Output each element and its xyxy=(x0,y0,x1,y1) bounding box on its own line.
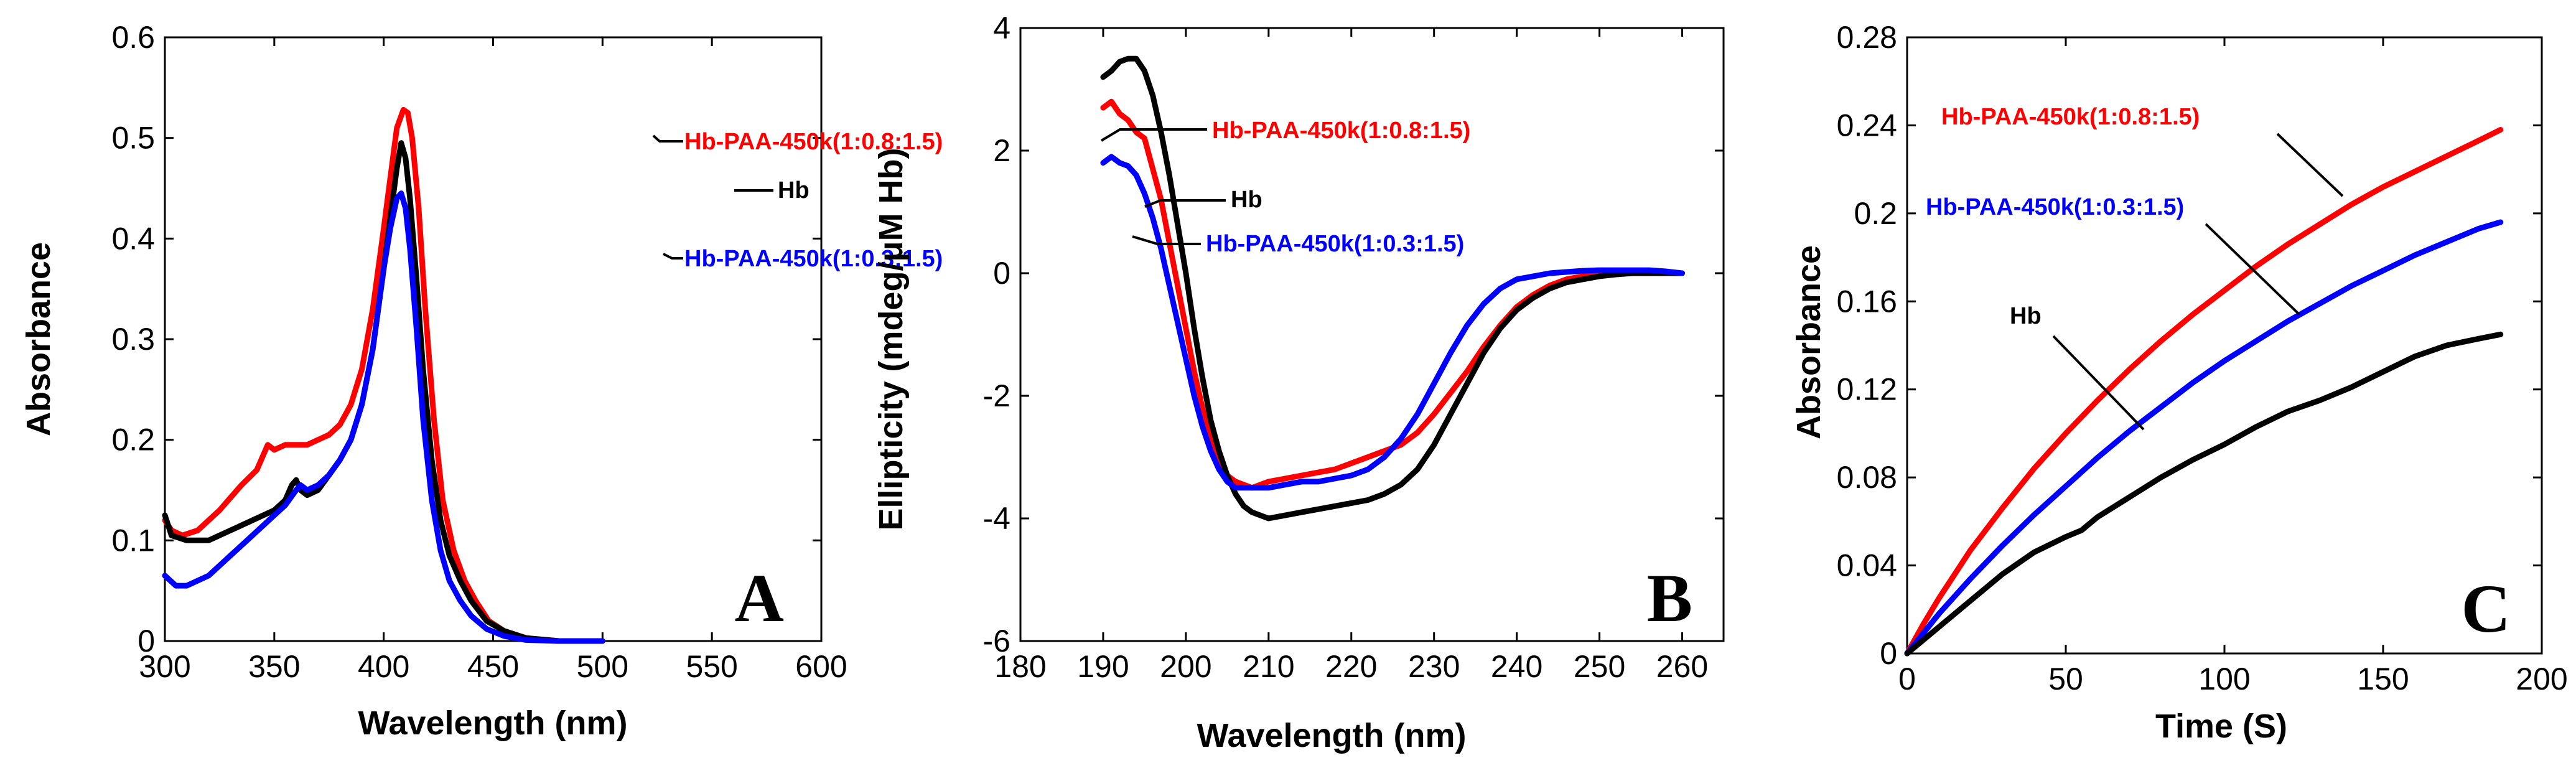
panel-a-letter: A xyxy=(735,560,784,636)
panel-c-ytick-label: 0 xyxy=(1880,636,1897,671)
panel-b-series-blue xyxy=(1100,154,1685,491)
panel-b-frame xyxy=(1019,27,1725,642)
panel-b-series-red xyxy=(1100,98,1685,491)
panel-a-xtick-label: 500 xyxy=(577,649,628,684)
panel-a-xtick-label: 400 xyxy=(358,649,409,684)
panel-b-leader-black xyxy=(1144,199,1226,208)
panel-a-xtick-label: 550 xyxy=(686,649,737,684)
panel-b-ytick-label: -6 xyxy=(983,624,1010,658)
panel-b-legend-red: Hb-PAA-450k(1:0.8:1.5) xyxy=(1212,118,1470,144)
panel-b-ytick-label: 0 xyxy=(993,256,1010,291)
panel-b: 180 190 200 210 220 230 240 250 260 -6 -4 -2 0 2 4 Wav… xyxy=(872,11,1725,754)
panel-a-series-red xyxy=(162,106,605,644)
panel-a-ytick-label: 0.3 xyxy=(111,322,155,357)
panel-b-xtick-label: 240 xyxy=(1491,649,1542,684)
panel-a-ytick-label: 0 xyxy=(138,624,155,658)
panel-a-ytick-label: 0.2 xyxy=(111,423,155,457)
panel-c-series xyxy=(1904,127,2504,657)
panel-b-ytick-label: -4 xyxy=(983,501,1010,536)
panel-a-ytick-label: 0.6 xyxy=(111,20,155,55)
panel-b-ytick-label: 2 xyxy=(993,133,1010,168)
panel-b-leader-red xyxy=(1100,128,1207,142)
panel-c-leader-black xyxy=(2052,335,2145,431)
panel-a-xtick-label: 350 xyxy=(248,649,300,684)
panel-c-series-black xyxy=(1904,331,2504,657)
panel-c-xtick-label: 50 xyxy=(2048,662,2083,696)
panel-a-series xyxy=(162,106,605,644)
panel-a-xtick-label: 600 xyxy=(795,649,847,684)
panel-b-xtick-label: 200 xyxy=(1160,649,1211,684)
panel-c-series-red xyxy=(1904,127,2504,657)
panel-a-xtick-label: 300 xyxy=(139,649,190,684)
panel-a-series-blue xyxy=(162,190,605,644)
panel-a-leader-blue xyxy=(663,253,683,260)
panel-b-xtick-label: 230 xyxy=(1408,649,1460,684)
panel-c-xtick-label: 200 xyxy=(2516,662,2567,696)
panel-c: 0 50 100 150 200 0 0.04 0.08 0.12 0.16 0.2 0.24 0.28… xyxy=(1790,20,2568,745)
panel-c-letter: C xyxy=(2462,571,2511,647)
panel-c-leader-blue xyxy=(2205,223,2300,316)
panel-c-ylabel: Absorbance xyxy=(1790,245,1827,439)
panel-b-ticks: 180 190 200 210 220 230 240 250 260 -6 -4 -2 0 2 4 xyxy=(983,11,1724,684)
panel-b-legend-blue: Hb-PAA-450k(1:0.3:1.5) xyxy=(1206,231,1464,257)
panel-c-ytick-label: 0.08 xyxy=(1837,460,1897,495)
panel-c-ytick-label: 0.04 xyxy=(1837,548,1897,583)
panel-a-ytick-label: 0.1 xyxy=(111,523,155,558)
panel-b-series-black xyxy=(1100,55,1685,522)
panel-b-ytick-label: 4 xyxy=(993,11,1010,45)
panel-c-xlabel: Time (S) xyxy=(2155,708,2287,745)
panel-a-ytick-label: 0.4 xyxy=(111,221,155,256)
panel-b-letter: B xyxy=(1647,560,1692,636)
panel-b-xtick-label: 220 xyxy=(1325,649,1377,684)
panel-c-ytick-label: 0.16 xyxy=(1837,284,1897,319)
panel-b-xlabel: Wavelength (nm) xyxy=(1197,717,1466,754)
panel-a-legend-red: Hb-PAA-450k(1:0.8:1.5) xyxy=(684,129,943,155)
panel-b-xtick-label: 180 xyxy=(994,649,1046,684)
panel-b-xtick-label: 250 xyxy=(1574,649,1625,684)
panel-c-legend-blue: Hb-PAA-450k(1:0.3:1.5) xyxy=(1926,194,2184,220)
panel-c-xtick-label: 100 xyxy=(2198,662,2250,696)
panel-c-ytick-label: 0.2 xyxy=(1854,196,1897,231)
panel-c-ytick-label: 0.24 xyxy=(1837,108,1897,143)
panel-c-ytick-label: 0.28 xyxy=(1837,20,1897,55)
panel-c-legend-black: Hb xyxy=(2010,303,2042,329)
panel-a-xlabel: Wavelength (nm) xyxy=(358,704,627,742)
panel-a-frame xyxy=(164,36,823,642)
panel-b-xtick-label: 190 xyxy=(1077,649,1129,684)
panel-a-legend-black: Hb xyxy=(778,177,810,204)
panel-a-xtick-label: 450 xyxy=(467,649,519,684)
panel-b-ylabel: Ellipticity (mdeg/μM Hb) xyxy=(872,147,910,530)
panel-b-leader-blue xyxy=(1132,235,1201,245)
panel-c-leader-red xyxy=(2276,133,2344,197)
panel-c-xtick-label: 0 xyxy=(1898,662,1916,696)
panel-a-leader-red xyxy=(652,134,683,143)
panel-c-legend-red: Hb-PAA-450k(1:0.8:1.5) xyxy=(1941,104,2200,130)
panel-a: 300 350 400 450 500 550 600 0 0.1 0.2 0.3 0.4 0.5 0.6… xyxy=(20,20,943,742)
panel-a-legend-blue: Hb-PAA-450k(1:0.3:1.5) xyxy=(684,246,943,272)
panel-c-series-blue xyxy=(1904,219,2504,657)
panel-c-ticks: 0 50 100 150 200 0 0.04 0.08 0.12 0.16 0.2 0.24 0.28 xyxy=(1837,20,2568,696)
panel-b-xtick-label: 210 xyxy=(1243,649,1294,684)
panel-b-series xyxy=(1100,55,1685,522)
panel-b-ytick-label: -2 xyxy=(983,378,1010,413)
panel-b-legend-black: Hb xyxy=(1231,187,1262,213)
panel-c-xtick-label: 150 xyxy=(2357,662,2409,696)
panel-a-ytick-label: 0.5 xyxy=(111,121,155,156)
panel-c-ytick-label: 0.12 xyxy=(1837,372,1897,407)
panel-a-ylabel: Absorbance xyxy=(20,242,57,436)
panel-a-ticks: 300 350 400 450 500 550 600 0 0.1 0.2 0.3 0.4 0.5 0.6 xyxy=(111,20,847,684)
panel-b-xtick-label: 260 xyxy=(1656,649,1708,684)
